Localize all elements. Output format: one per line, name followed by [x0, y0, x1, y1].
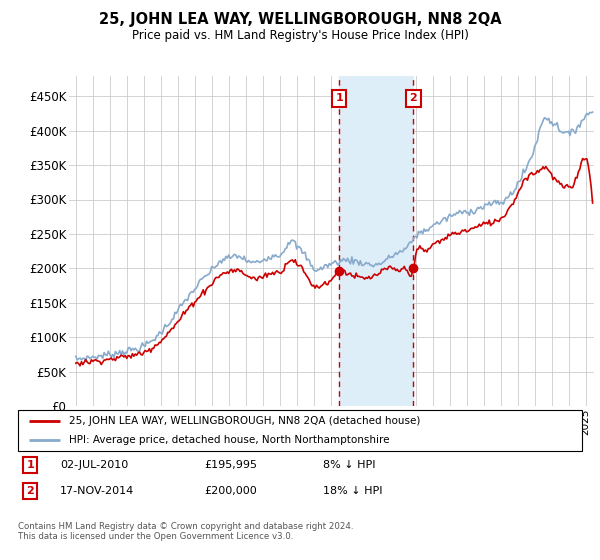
FancyBboxPatch shape: [18, 410, 582, 451]
Text: This data is licensed under the Open Government Licence v3.0.: This data is licensed under the Open Gov…: [18, 532, 293, 541]
Text: 1: 1: [335, 94, 343, 103]
Text: 18% ↓ HPI: 18% ↓ HPI: [323, 486, 382, 496]
Text: 25, JOHN LEA WAY, WELLINGBOROUGH, NN8 2QA: 25, JOHN LEA WAY, WELLINGBOROUGH, NN8 2Q…: [98, 12, 502, 27]
Text: 2: 2: [410, 94, 418, 103]
Bar: [339, 76, 413, 406]
Text: Contains HM Land Registry data © Crown copyright and database right 2024.: Contains HM Land Registry data © Crown c…: [18, 522, 353, 531]
Text: £200,000: £200,000: [204, 486, 257, 496]
Text: 02-JUL-2010: 02-JUL-2010: [60, 460, 128, 470]
Text: £195,995: £195,995: [204, 460, 257, 470]
Text: HPI: Average price, detached house, North Northamptonshire: HPI: Average price, detached house, Nort…: [69, 435, 389, 445]
Text: 2: 2: [26, 486, 34, 496]
Text: 17-NOV-2014: 17-NOV-2014: [60, 486, 134, 496]
Text: 8% ↓ HPI: 8% ↓ HPI: [323, 460, 375, 470]
Text: Price paid vs. HM Land Registry's House Price Index (HPI): Price paid vs. HM Land Registry's House …: [131, 29, 469, 42]
Text: 25, JOHN LEA WAY, WELLINGBOROUGH, NN8 2QA (detached house): 25, JOHN LEA WAY, WELLINGBOROUGH, NN8 2Q…: [69, 417, 420, 426]
Text: 1: 1: [26, 460, 34, 470]
